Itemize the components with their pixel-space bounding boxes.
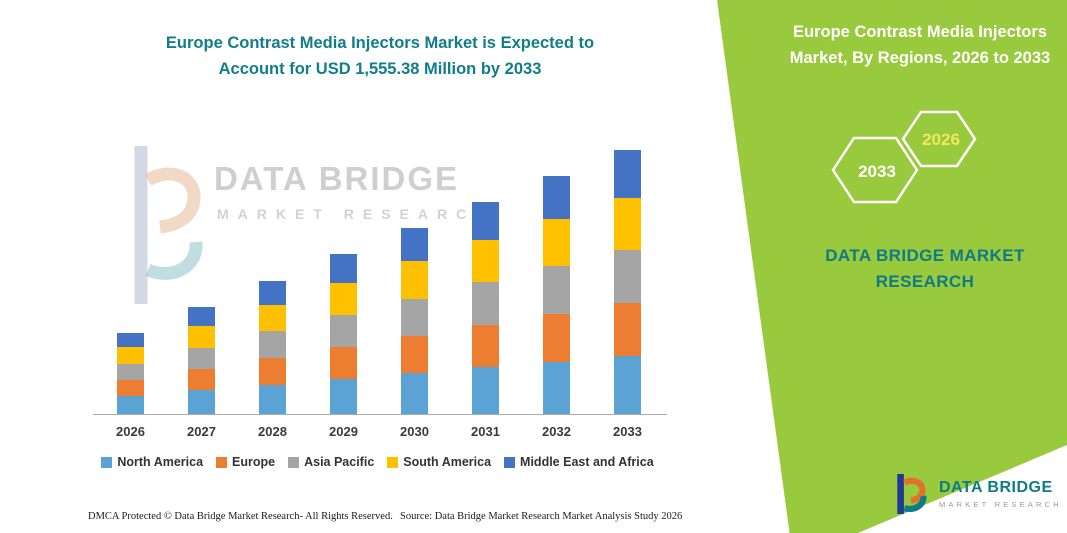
bar-segment — [614, 150, 641, 198]
bar-segment — [543, 218, 570, 267]
bar-segment — [543, 361, 570, 414]
watermark-brand-text: DATA BRIDGE — [214, 160, 460, 197]
legend-swatch — [288, 456, 300, 468]
bar-segment — [330, 378, 357, 414]
bar-segment — [259, 280, 286, 305]
side-panel-title: Europe Contrast Media Injectors Market, … — [789, 23, 1051, 67]
chart-title-line2: Account for USD 1,555.38 Million by 2033 — [218, 60, 542, 79]
bar-segment — [401, 298, 428, 336]
x-axis-label: 2029 — [329, 424, 358, 439]
bar-segment — [117, 347, 144, 364]
bar-segment — [472, 201, 499, 241]
logo-tagline: MARKET RESEARCH — [939, 500, 1062, 509]
bar-segment — [117, 332, 144, 348]
bar-segment — [614, 250, 641, 304]
bar-segment — [472, 367, 499, 414]
bar-segment — [259, 358, 286, 385]
hexagon-year-2033: 2033 — [858, 162, 896, 181]
legend-item: North America — [101, 455, 203, 469]
legend-item: Europe — [216, 455, 275, 469]
legend-label: South America — [403, 455, 492, 469]
legend-label: Middle East and Africa — [520, 455, 654, 469]
databridge-logo: DATA BRIDGE MARKET RESEARCH — [893, 470, 1062, 518]
chart-title-line1: Europe Contrast Media Injectors Market i… — [165, 34, 595, 52]
bar-segment — [614, 355, 641, 414]
bar-segment — [401, 373, 428, 414]
bar-segment — [188, 390, 215, 414]
bar-segment — [401, 261, 428, 299]
legend-swatch — [216, 456, 228, 468]
bar-segment — [259, 384, 286, 414]
legend-item: South America — [387, 455, 491, 469]
legend-swatch — [101, 456, 113, 468]
bar-segment — [543, 266, 570, 314]
bar-segment — [259, 304, 286, 332]
legend-label: Europe — [232, 455, 276, 469]
bar-segment — [330, 346, 357, 379]
side-panel-brand: DATA BRIDGE MARKET RESEARCH — [825, 246, 1025, 291]
x-axis-label: 2028 — [258, 424, 287, 439]
legend-item: Asia Pacific — [288, 455, 374, 469]
watermark: DATA BRIDGE MARKET RESEARCH — [128, 138, 548, 328]
x-axis-label: 2030 — [400, 424, 429, 439]
legend-label: North America — [117, 455, 204, 469]
bar-segment — [259, 331, 286, 359]
chart-legend: North America Europe Asia Pacific South Ame… — [80, 455, 675, 469]
bar-segment — [330, 283, 357, 315]
bar-segment — [117, 363, 144, 380]
chart-title: Europe Contrast Media Injectors Market i… — [100, 30, 660, 83]
x-axis-label: 2033 — [613, 424, 642, 439]
legend-label: Asia Pacific — [304, 455, 375, 469]
bar-segment — [472, 282, 499, 325]
bar-segment — [188, 326, 215, 348]
hexagon-year-2026: 2026 — [922, 130, 960, 149]
x-axis-label: 2026 — [116, 424, 145, 439]
logo-text-block: DATA BRIDGE MARKET RESEARCH — [939, 479, 1062, 509]
hexagon-years-icon — [831, 110, 977, 204]
bar-segment — [188, 307, 215, 327]
bar-segment — [330, 254, 357, 284]
x-axis-line — [93, 414, 667, 415]
bar-segment — [614, 303, 641, 356]
watermark-sub-text: MARKET RESEARCH — [217, 206, 495, 222]
x-axis-label: 2031 — [471, 424, 500, 439]
footer-dmca-text: DMCA Protected © Data Bridge Market Rese… — [88, 511, 393, 522]
legend-swatch — [504, 456, 516, 468]
bar-segment — [401, 227, 428, 262]
footer-source-text: Source: Data Bridge Market Research Mark… — [400, 511, 683, 522]
legend-item: Middle East and Africa — [504, 455, 654, 469]
bar-segment — [543, 313, 570, 362]
x-axis-label: 2027 — [187, 424, 216, 439]
databridge-logo-icon — [897, 474, 927, 514]
logo-name: DATA BRIDGE — [939, 479, 1053, 496]
watermark-logo-icon — [134, 146, 203, 304]
x-axis-label: 2032 — [542, 424, 571, 439]
bar-segment — [472, 324, 499, 368]
bar-segment — [117, 379, 144, 397]
bar-segment — [543, 175, 570, 219]
bar-segment — [117, 396, 144, 414]
bar-segment — [401, 335, 428, 374]
bar-segment — [188, 347, 215, 370]
bar-segment — [472, 240, 499, 283]
bar-segment — [330, 314, 357, 347]
legend-swatch — [387, 456, 399, 468]
bar-segment — [188, 369, 215, 391]
bar-segment — [614, 197, 641, 251]
